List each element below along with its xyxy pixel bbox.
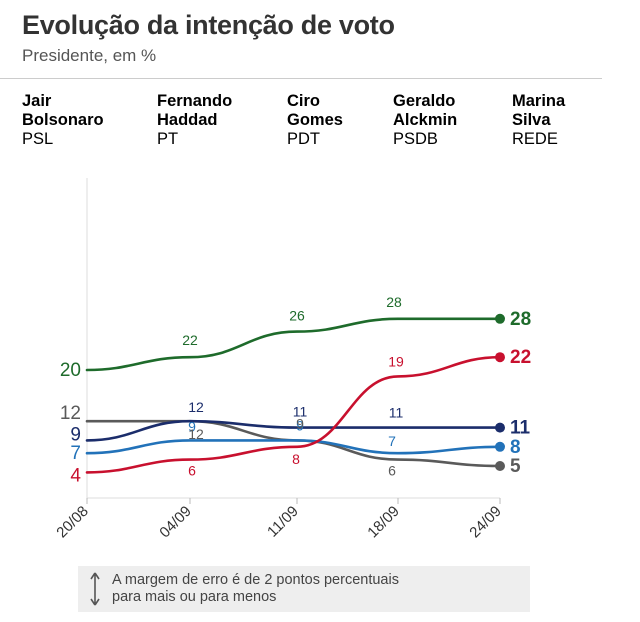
data-label-marina-silva-24-09: 5 — [510, 456, 521, 477]
x-tick-label-18-09: 18/09 — [364, 503, 403, 542]
data-label-jair-bolsonaro-24-09: 28 — [510, 309, 531, 330]
legend-item-ciro: Ciro Gomes PDT — [287, 92, 343, 149]
x-tick-label-20-08: 20/08 — [53, 503, 92, 542]
end-point-marker-jair-bolsonaro — [495, 313, 505, 324]
data-label-fernando-haddad-20-08: 4 — [70, 465, 81, 486]
data-label-jair-bolsonaro-04-09: 22 — [182, 332, 198, 348]
chart-title: Evolução da intenção de voto — [22, 10, 395, 40]
series-line-fernando-haddad — [85, 355, 502, 474]
data-label-jair-bolsonaro-20-08: 20 — [60, 360, 81, 381]
chart-subtitle: Presidente, em % — [22, 46, 157, 65]
legend-party: PDT — [287, 130, 320, 148]
data-label-ciro-gomes-18-09: 11 — [389, 405, 404, 421]
legend-party: PSDB — [393, 130, 438, 148]
end-point-marker-fernando-haddad — [495, 352, 505, 363]
series-line-jair-bolsonaro — [85, 317, 502, 372]
data-label-jair-bolsonaro-18-09: 28 — [386, 294, 402, 310]
legend-name: Ciro Gomes — [287, 92, 343, 129]
data-label-marina-silva-20-08: 12 — [60, 403, 81, 424]
legend-name: Jair Bolsonaro — [22, 92, 104, 129]
legend-name: Geraldo Alckmin — [393, 92, 458, 129]
legend-party: REDE — [512, 130, 558, 148]
data-label-geraldo-alckmin-18-09: 7 — [388, 433, 396, 449]
x-tick-label-11-09: 11/09 — [264, 503, 302, 541]
end-point-marker-marina-silva — [495, 461, 505, 471]
data-label-geraldo-alckmin-20-08: 7 — [70, 443, 81, 464]
data-label-ciro-gomes-24-09: 11 — [510, 418, 531, 439]
data-label-jair-bolsonaro-11-09: 26 — [289, 308, 305, 324]
header-divider — [0, 78, 602, 79]
legend-name: Fernando Haddad — [157, 92, 233, 129]
data-label-fernando-haddad-24-09: 22 — [510, 347, 531, 368]
legend-party: PT — [157, 130, 179, 148]
x-tick-label-04-09: 04/09 — [156, 503, 195, 542]
end-point-marker-ciro-gomes — [495, 422, 505, 433]
x-tick-label-24-09: 24/09 — [466, 503, 505, 542]
data-label-marina-silva-11-09: 9 — [296, 415, 304, 431]
legend-name: Marina Silva — [512, 92, 566, 129]
legend-item-bolsonaro: Jair Bolsonaro PSL — [22, 92, 104, 149]
up-down-arrow-icon — [90, 572, 100, 606]
data-label-ciro-gomes-11-09: 11 — [293, 404, 308, 420]
margin-of-error-text: A margem de erro é de 2 pontos percentua… — [112, 572, 399, 605]
data-label-marina-silva-04-09: 12 — [188, 426, 204, 442]
series-line-ciro-gomes — [85, 419, 502, 442]
data-label-fernando-haddad-18-09: 19 — [388, 353, 404, 369]
legend-item-marina: Marina Silva REDE — [512, 92, 565, 149]
data-label-marina-silva-18-09: 6 — [388, 463, 396, 479]
data-label-ciro-gomes-04-09: 12 — [188, 399, 204, 415]
data-label-ciro-gomes-20-08: 9 — [70, 424, 81, 445]
data-label-fernando-haddad-11-09: 8 — [292, 451, 300, 467]
series-line-geraldo-alckmin — [85, 439, 502, 455]
end-point-marker-geraldo-alckmin — [495, 441, 505, 452]
data-label-geraldo-alckmin-24-09: 8 — [510, 437, 521, 458]
legend-item-alckmin: Geraldo Alckmin PSDB — [393, 92, 457, 149]
margin-of-error-note: A margem de erro é de 2 pontos percentua… — [78, 566, 530, 612]
legend-item-haddad: Fernando Haddad PT — [157, 92, 232, 149]
data-label-geraldo-alckmin-11-09: 9 — [296, 417, 304, 433]
legend-party: PSL — [22, 130, 54, 148]
data-label-geraldo-alckmin-04-09: 9 — [188, 418, 196, 434]
data-label-fernando-haddad-04-09: 6 — [188, 463, 196, 479]
